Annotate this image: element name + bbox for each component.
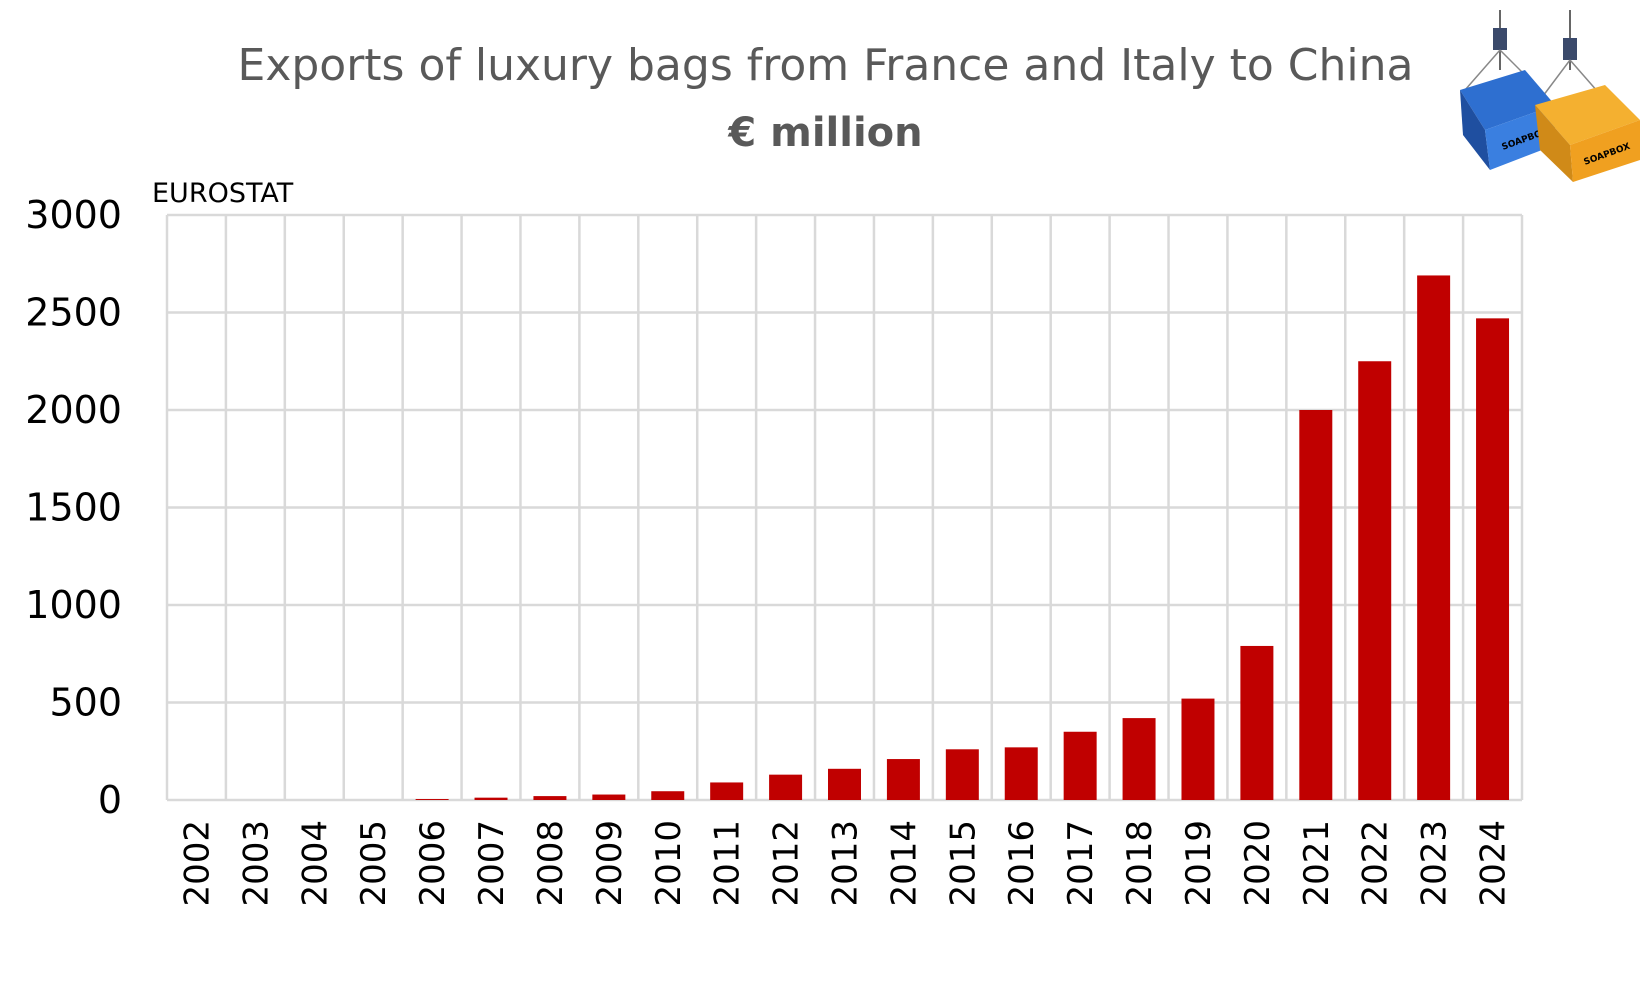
bar-2017	[1063, 731, 1097, 800]
x-tick-label: 2019	[1179, 820, 1219, 907]
y-tick-label: 3000	[25, 193, 122, 237]
bar-2007	[474, 797, 508, 800]
x-tick-label: 2016	[1002, 820, 1042, 907]
x-tick-label: 2013	[826, 820, 866, 907]
x-tick-label: 2015	[943, 820, 983, 907]
bar-2019	[1181, 698, 1215, 800]
grid	[165, 213, 1524, 802]
bar-2013	[828, 768, 861, 800]
bar-2010	[651, 791, 685, 800]
bar-2018	[1122, 718, 1156, 800]
y-tick-label: 2500	[25, 291, 122, 335]
x-tick-label: 2003	[236, 820, 276, 907]
bar-2024	[1476, 318, 1510, 800]
x-tick-label: 2009	[590, 820, 630, 907]
bar-2021	[1299, 410, 1333, 800]
x-tick-label: 2008	[531, 820, 571, 907]
bar-2014	[886, 759, 920, 800]
bar-2008	[533, 796, 567, 800]
y-tick-label: 500	[49, 681, 122, 725]
y-tick-label: 2000	[25, 388, 122, 432]
bar-2006	[415, 799, 449, 800]
x-tick-label: 2006	[413, 820, 453, 907]
x-tick-label: 2020	[1238, 820, 1278, 907]
source-label: EUROSTAT	[152, 178, 294, 209]
x-tick-label: 2007	[472, 820, 512, 907]
bar-2012	[769, 774, 803, 800]
y-tick-label: 0	[98, 778, 122, 822]
bar-2016	[1004, 747, 1038, 800]
y-tick-labels: 0 500 1000 1500 2000 2500 3000	[25, 193, 122, 822]
y-tick-label: 1500	[25, 486, 122, 530]
x-tick-label: 2023	[1415, 820, 1455, 907]
x-tick-label: 2014	[884, 820, 924, 907]
x-tick-label: 2017	[1061, 820, 1101, 907]
bar-2011	[710, 782, 744, 800]
bar-2023	[1417, 275, 1451, 800]
bars	[415, 275, 1510, 800]
x-tick-label: 2022	[1356, 820, 1396, 907]
chart-subtitle: € million	[728, 110, 923, 156]
x-tick-label: 2002	[177, 820, 217, 907]
bar-2020	[1240, 645, 1274, 800]
x-tick-labels: 2002 2003 2004 2005 2006 2007 2008 2009 2010 2011…	[177, 820, 1513, 907]
x-tick-label: 2018	[1120, 820, 1160, 907]
x-tick-label: 2011	[708, 820, 748, 907]
x-tick-label: 2021	[1297, 820, 1337, 907]
x-tick-label: 2012	[767, 820, 807, 907]
bar-2015	[945, 749, 979, 800]
soapbox-logo: SOAPBOX SOAPBOX	[1460, 10, 1640, 182]
y-tick-label: 1000	[25, 583, 122, 627]
x-tick-label: 2024	[1474, 820, 1514, 907]
bar-2022	[1358, 361, 1392, 800]
x-tick-label: 2010	[649, 820, 689, 907]
chart-title: Exports of luxury bags from France and I…	[237, 40, 1414, 91]
x-tick-label: 2005	[354, 820, 394, 907]
bar-2009	[592, 794, 626, 800]
x-tick-label: 2004	[295, 820, 335, 907]
